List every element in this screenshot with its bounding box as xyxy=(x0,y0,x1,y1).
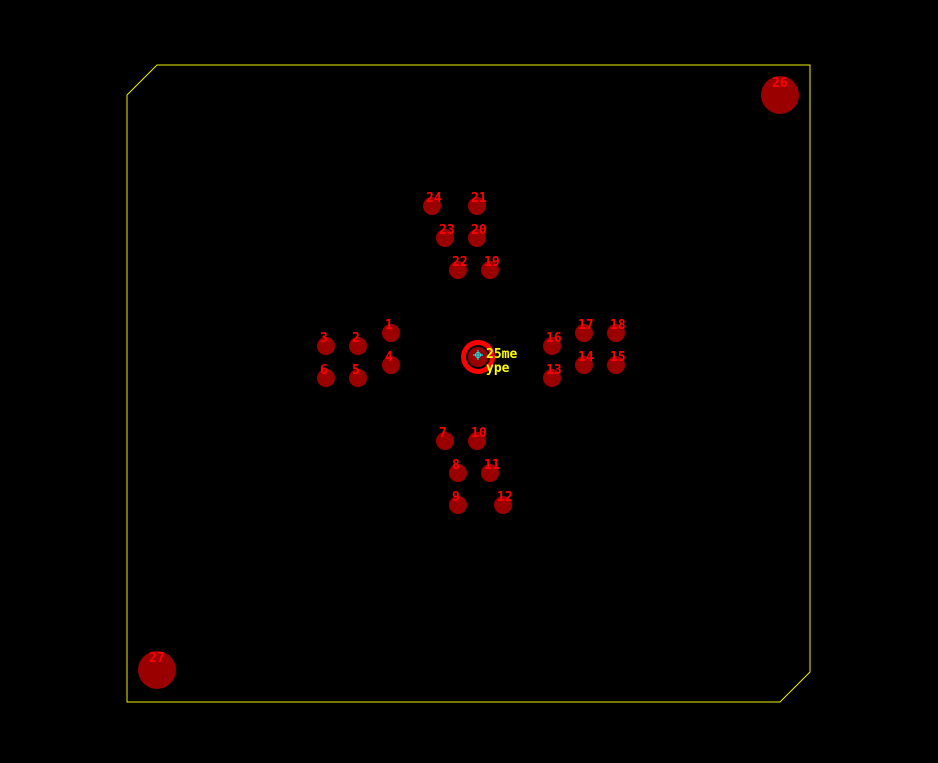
pad-5[interactable] xyxy=(349,369,367,387)
pad-6[interactable] xyxy=(317,369,335,387)
pad-19[interactable] xyxy=(481,261,499,279)
pad-8[interactable] xyxy=(449,464,467,482)
pcb-canvas: 1234567891011121314151617181920212223242… xyxy=(0,0,938,763)
pad-10[interactable] xyxy=(468,432,486,450)
pad-1[interactable] xyxy=(382,324,400,342)
pad-22[interactable] xyxy=(449,261,467,279)
center-pad[interactable] xyxy=(461,340,495,374)
pad-18[interactable] xyxy=(607,324,625,342)
pad-14[interactable] xyxy=(575,356,593,374)
pad-2[interactable] xyxy=(349,337,367,355)
pad-23[interactable] xyxy=(436,229,454,247)
pad-20[interactable] xyxy=(468,229,486,247)
pad-21[interactable] xyxy=(468,197,486,215)
pad-4[interactable] xyxy=(382,356,400,374)
board-outline xyxy=(127,65,810,702)
pad-9[interactable] xyxy=(449,496,467,514)
pad-16[interactable] xyxy=(543,337,561,355)
pad-26[interactable] xyxy=(761,76,799,114)
pad-11[interactable] xyxy=(481,464,499,482)
pad-13[interactable] xyxy=(543,369,561,387)
pad-7[interactable] xyxy=(436,432,454,450)
pad-3[interactable] xyxy=(317,337,335,355)
pad-12[interactable] xyxy=(494,496,512,514)
pad-24[interactable] xyxy=(423,197,441,215)
pad-17[interactable] xyxy=(575,324,593,342)
pad-15[interactable] xyxy=(607,356,625,374)
pad-27[interactable] xyxy=(138,651,176,689)
